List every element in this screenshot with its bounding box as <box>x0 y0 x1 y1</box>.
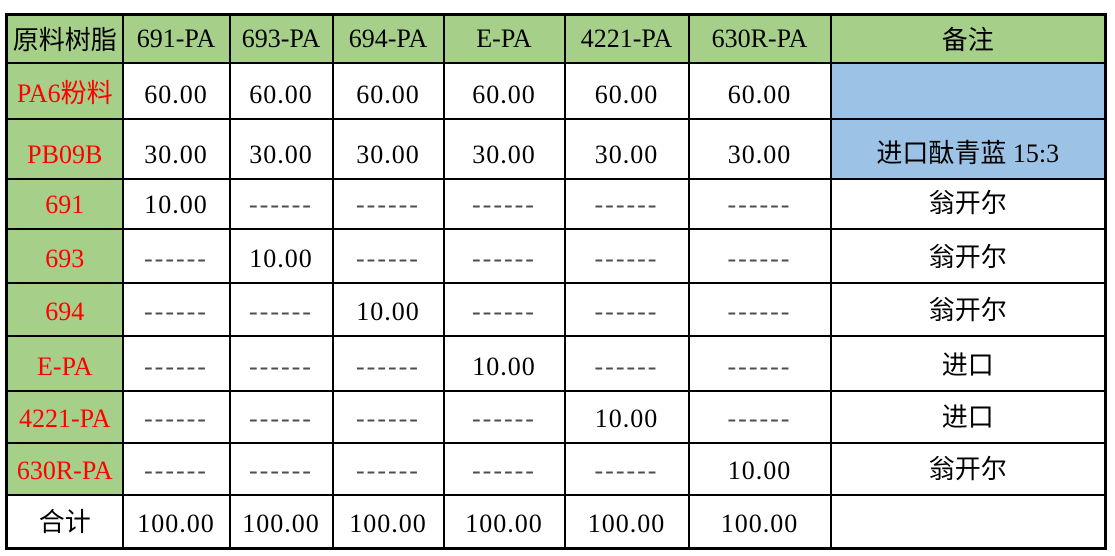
value-cell[interactable]: ------ <box>331 441 445 496</box>
value-cell[interactable]: ------ <box>442 389 566 444</box>
row-label-e-pa[interactable]: E-PA <box>5 334 124 392</box>
col-header-4221-pa[interactable]: 4221-PA <box>563 13 690 64</box>
formulation-table: 原料树脂 691-PA 693-PA 694-PA E-PA 4221-PA 6… <box>5 13 1107 550</box>
value-cell[interactable]: ------ <box>687 227 832 284</box>
value-cell[interactable]: 100.00 <box>442 493 566 550</box>
col-header-630r-pa[interactable]: 630R-PA <box>687 13 832 64</box>
value-cell[interactable]: 100.00 <box>228 493 334 550</box>
value-cell[interactable]: 100.00 <box>563 493 690 550</box>
value-cell[interactable]: 30.00 <box>228 117 334 180</box>
value-cell[interactable]: 60.00 <box>331 61 445 120</box>
value-cell[interactable]: ------ <box>228 389 334 444</box>
col-header-691-pa[interactable]: 691-PA <box>121 13 231 64</box>
value-cell[interactable]: 60.00 <box>442 61 566 120</box>
table-row: E-PA ------ ------ ------ 10.00 ------ -… <box>5 334 1107 392</box>
value-cell[interactable]: ------ <box>121 334 231 392</box>
value-cell[interactable]: ------ <box>442 281 566 337</box>
value-cell[interactable]: ------ <box>331 227 445 284</box>
value-cell[interactable]: 30.00 <box>121 117 231 180</box>
col-header-693-pa[interactable]: 693-PA <box>228 13 334 64</box>
remark-cell[interactable] <box>829 493 1107 550</box>
col-header-694-pa[interactable]: 694-PA <box>331 13 445 64</box>
value-cell[interactable]: ------ <box>121 281 231 337</box>
value-cell[interactable]: 60.00 <box>121 61 231 120</box>
table-row: 630R-PA ------ ------ ------ ------ ----… <box>5 441 1107 496</box>
value-cell[interactable]: ------ <box>331 334 445 392</box>
row-label-630r-pa[interactable]: 630R-PA <box>5 441 124 496</box>
value-cell[interactable]: ------ <box>442 227 566 284</box>
table-row: PA6粉料 60.00 60.00 60.00 60.00 60.00 60.0… <box>5 61 1107 120</box>
col-header-remark[interactable]: 备注 <box>829 13 1107 64</box>
value-cell[interactable]: ------ <box>687 334 832 392</box>
value-cell[interactable]: 60.00 <box>228 61 334 120</box>
value-cell[interactable]: ------ <box>563 177 690 230</box>
value-cell[interactable]: 10.00 <box>687 441 832 496</box>
header-row: 原料树脂 691-PA 693-PA 694-PA E-PA 4221-PA 6… <box>5 13 1107 64</box>
value-cell[interactable]: 100.00 <box>121 493 231 550</box>
row-label-total[interactable]: 合计 <box>5 493 124 550</box>
value-cell[interactable]: ------ <box>563 227 690 284</box>
value-cell[interactable]: ------ <box>228 441 334 496</box>
value-cell[interactable]: 10.00 <box>121 177 231 230</box>
remark-cell[interactable]: 翁开尔 <box>829 441 1107 496</box>
value-cell[interactable]: 10.00 <box>331 281 445 337</box>
value-cell[interactable]: 10.00 <box>563 389 690 444</box>
value-cell[interactable]: 30.00 <box>442 117 566 180</box>
table-row-total: 合计 100.00 100.00 100.00 100.00 100.00 10… <box>5 493 1107 550</box>
value-cell[interactable]: 30.00 <box>563 117 690 180</box>
remark-cell[interactable] <box>829 61 1107 120</box>
value-cell[interactable]: ------ <box>228 177 334 230</box>
row-label-691[interactable]: 691 <box>5 177 124 230</box>
col-header-e-pa[interactable]: E-PA <box>442 13 566 64</box>
row-label-pa6[interactable]: PA6粉料 <box>5 61 124 120</box>
value-cell[interactable]: ------ <box>331 389 445 444</box>
value-cell[interactable]: ------ <box>442 177 566 230</box>
value-cell[interactable]: ------ <box>121 441 231 496</box>
value-cell[interactable]: 30.00 <box>687 117 832 180</box>
remark-cell[interactable]: 进口酞青蓝 15:3 <box>829 117 1107 180</box>
value-cell[interactable]: ------ <box>228 281 334 337</box>
value-cell[interactable]: ------ <box>228 334 334 392</box>
table-row: 694 ------ ------ 10.00 ------ ------ --… <box>5 281 1107 337</box>
value-cell[interactable]: ------ <box>687 281 832 337</box>
value-cell[interactable]: ------ <box>687 389 832 444</box>
value-cell[interactable]: 30.00 <box>331 117 445 180</box>
value-cell[interactable]: ------ <box>563 281 690 337</box>
value-cell[interactable]: ------ <box>563 334 690 392</box>
row-label-4221-pa[interactable]: 4221-PA <box>5 389 124 444</box>
table-row: PB09B 30.00 30.00 30.00 30.00 30.00 30.0… <box>5 117 1107 180</box>
table-row: 4221-PA ------ ------ ------ ------ 10.0… <box>5 389 1107 444</box>
row-label-pb09b[interactable]: PB09B <box>5 117 124 180</box>
col-header-material[interactable]: 原料树脂 <box>5 13 124 64</box>
value-cell[interactable]: 100.00 <box>331 493 445 550</box>
value-cell[interactable]: ------ <box>331 177 445 230</box>
value-cell[interactable]: ------ <box>687 177 832 230</box>
remark-cell[interactable]: 翁开尔 <box>829 281 1107 337</box>
remark-cell[interactable]: 翁开尔 <box>829 227 1107 284</box>
value-cell[interactable]: 10.00 <box>228 227 334 284</box>
value-cell[interactable]: 100.00 <box>687 493 832 550</box>
remark-cell[interactable]: 翁开尔 <box>829 177 1107 230</box>
value-cell[interactable]: 60.00 <box>563 61 690 120</box>
value-cell[interactable]: 60.00 <box>687 61 832 120</box>
table-row: 693 ------ 10.00 ------ ------ ------ --… <box>5 227 1107 284</box>
row-label-693[interactable]: 693 <box>5 227 124 284</box>
value-cell[interactable]: ------ <box>563 441 690 496</box>
remark-cell[interactable]: 进口 <box>829 334 1107 392</box>
value-cell[interactable]: ------ <box>121 227 231 284</box>
remark-cell[interactable]: 进口 <box>829 389 1107 444</box>
value-cell[interactable]: 10.00 <box>442 334 566 392</box>
value-cell[interactable]: ------ <box>442 441 566 496</box>
row-label-694[interactable]: 694 <box>5 281 124 337</box>
value-cell[interactable]: ------ <box>121 389 231 444</box>
table-row: 691 10.00 ------ ------ ------ ------ --… <box>5 177 1107 230</box>
